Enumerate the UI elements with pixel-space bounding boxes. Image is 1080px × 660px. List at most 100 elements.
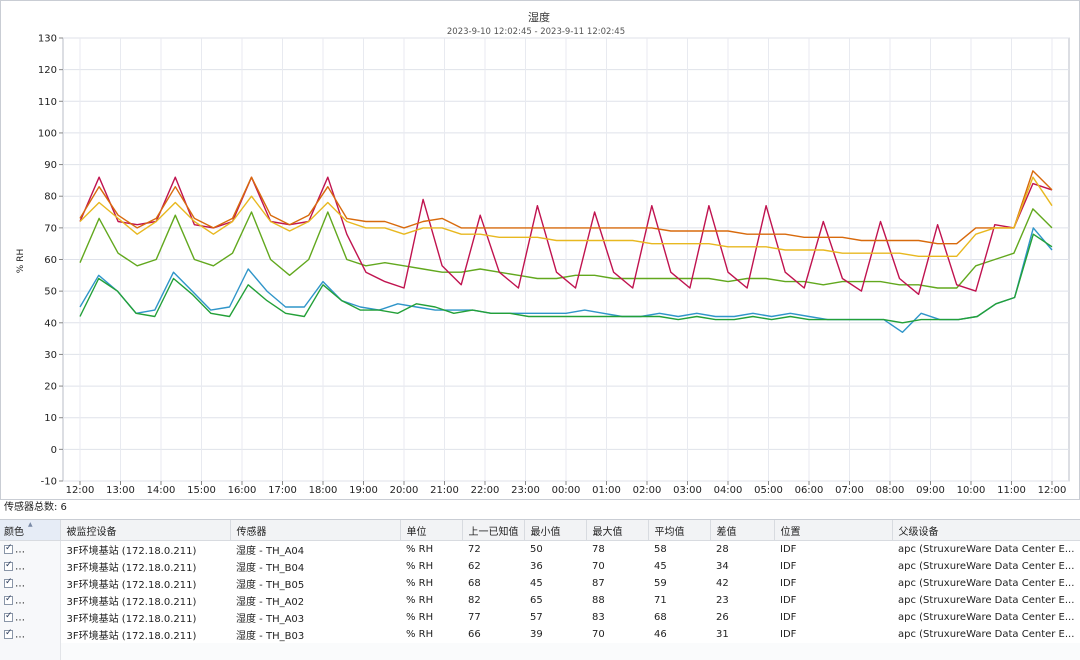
cell-sensor: 湿度 - TH_A03	[236, 614, 305, 625]
empty-cell	[0, 643, 61, 660]
y-tick-label: 100	[38, 128, 57, 139]
cell-loc: IDF	[780, 612, 797, 623]
y-tick-label: 20	[44, 382, 57, 393]
cell-diff: 42	[716, 578, 729, 589]
column-header-10[interactable]: 父级设备	[892, 520, 1080, 541]
x-tick-label: 22:00	[471, 485, 500, 496]
cell-avg: 71	[654, 595, 667, 606]
x-tick-label: 14:00	[147, 485, 176, 496]
cell-last: 66	[468, 629, 481, 640]
cell-unit: % RH	[406, 629, 434, 640]
cell-avg: 58	[654, 544, 667, 555]
visibility-checkbox[interactable]	[4, 628, 13, 639]
x-tick-label: 23:00	[511, 485, 540, 496]
series-line-th-b04	[79, 227, 1053, 333]
y-tick-label: 0	[51, 445, 57, 456]
visibility-checkbox[interactable]	[4, 577, 13, 588]
table-row[interactable]: 3F环境基站 (172.18.0.211) 湿度 - TH_B04 % RH 62 36…	[0, 558, 1080, 575]
x-tick-label: 03:00	[673, 485, 702, 496]
cell-min: 45	[530, 578, 543, 589]
table-row[interactable]: 3F环境基站 (172.18.0.211) 湿度 - TH_A04 % RH 72 50…	[0, 540, 1080, 558]
column-header-label: 最大值	[592, 526, 623, 538]
cell-parent: apc (StruxureWare Data Center E...	[898, 595, 1075, 606]
color-cell	[0, 575, 61, 592]
color-cell	[0, 609, 61, 626]
table-header: 颜色 ▲ 被监控设备 传感器 单位 上一已知值 最小值 最大值 平均值 差值 位置 父级设备	[0, 520, 1080, 541]
column-header-4[interactable]: 上一已知值	[462, 520, 525, 541]
color-cell	[0, 540, 61, 558]
color-cell	[0, 592, 61, 609]
column-header-2[interactable]: 传感器	[230, 520, 401, 541]
cell-avg: 46	[654, 629, 667, 640]
column-header-label: 颜色	[4, 526, 24, 538]
cell-sensor: 湿度 - TH_A02	[236, 597, 305, 608]
color-cell	[0, 558, 61, 575]
sort-indicator-icon: ▲	[28, 521, 33, 528]
column-header-0[interactable]: 颜色 ▲	[0, 520, 61, 541]
cell-diff: 31	[716, 629, 729, 640]
column-header-3[interactable]: 单位	[400, 520, 463, 541]
cell-avg: 68	[654, 612, 667, 623]
cell-unit: % RH	[406, 544, 434, 555]
visibility-checkbox[interactable]	[4, 543, 13, 554]
cell-min: 39	[530, 629, 543, 640]
x-tick-label: 11:00	[997, 485, 1026, 496]
cell-device: 3F环境基站 (172.18.0.211)	[66, 597, 197, 608]
visibility-checkbox[interactable]	[4, 611, 13, 622]
series-line-th-a03	[79, 176, 1053, 258]
series-line-th-b03	[79, 233, 1053, 324]
cell-max: 78	[592, 544, 605, 555]
y-tick-label: 90	[44, 160, 57, 171]
chart-title: 湿度	[528, 10, 550, 24]
table-row[interactable]: 3F环境基站 (172.18.0.211) 湿度 - TH_B03 % RH 66 39…	[0, 626, 1080, 643]
cell-unit: % RH	[406, 578, 434, 589]
x-tick-label: 16:00	[228, 485, 257, 496]
grid-layer	[59, 37, 1070, 485]
empty-row	[0, 643, 1080, 660]
x-tick-label: 20:00	[390, 485, 419, 496]
column-header-1[interactable]: 被监控设备	[60, 520, 231, 541]
y-tick-label: 130	[38, 34, 57, 45]
empty-cell	[230, 643, 400, 660]
cell-loc: IDF	[780, 595, 797, 606]
series-layer	[79, 170, 1053, 333]
cell-parent: apc (StruxureWare Data Center E...	[898, 578, 1075, 589]
cell-max: 87	[592, 578, 605, 589]
x-tick-label: 08:00	[876, 485, 905, 496]
cell-min: 65	[530, 595, 543, 606]
column-header-8[interactable]: 差值	[710, 520, 775, 541]
x-tick-label: 06:00	[795, 485, 824, 496]
cell-parent: apc (StruxureWare Data Center E...	[898, 561, 1075, 572]
y-tick-label: 60	[44, 255, 57, 266]
visibility-checkbox[interactable]	[4, 594, 13, 605]
empty-cell	[524, 643, 586, 660]
column-header-label: 单位	[406, 526, 427, 538]
series-line-th-a04	[79, 208, 1053, 289]
x-tick-label: 21:00	[430, 485, 459, 496]
cell-sensor: 湿度 - TH_B04	[236, 563, 305, 574]
empty-cell	[648, 643, 710, 660]
cell-avg: 59	[654, 578, 667, 589]
cell-sensor: 湿度 - TH_A04	[236, 546, 305, 557]
column-header-7[interactable]: 平均值	[648, 520, 711, 541]
cell-max: 70	[592, 629, 605, 640]
cell-device: 3F环境基站 (172.18.0.211)	[66, 563, 197, 574]
cell-avg: 45	[654, 561, 667, 572]
column-header-label: 平均值	[654, 526, 685, 538]
visibility-checkbox[interactable]	[4, 560, 13, 571]
table-row[interactable]: 3F环境基站 (172.18.0.211) 湿度 - TH_A03 % RH 77 57…	[0, 609, 1080, 626]
cell-max: 70	[592, 561, 605, 572]
cell-last: 72	[468, 544, 481, 555]
column-header-6[interactable]: 最大值	[586, 520, 649, 541]
column-header-9[interactable]: 位置	[774, 520, 893, 541]
column-header-5[interactable]: 最小值	[524, 520, 587, 541]
table-row[interactable]: 3F环境基站 (172.18.0.211) 湿度 - TH_B05 % RH 68 45…	[0, 575, 1080, 592]
x-tick-label: 00:00	[552, 485, 581, 496]
cell-last: 68	[468, 578, 481, 589]
table-row[interactable]: 3F环境基站 (172.18.0.211) 湿度 - TH_A02 % RH 82 65…	[0, 592, 1080, 609]
x-tick-label: 05:00	[754, 485, 783, 496]
cell-device: 3F环境基站 (172.18.0.211)	[66, 580, 197, 591]
column-header-label: 传感器	[236, 526, 267, 538]
x-tick-label: 12:00	[1038, 485, 1067, 496]
empty-cell	[462, 643, 524, 660]
